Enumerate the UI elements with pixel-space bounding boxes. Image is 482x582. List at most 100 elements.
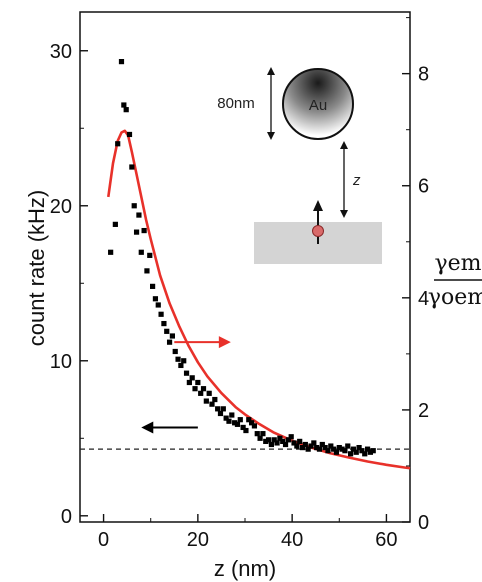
- data-point: [254, 431, 260, 437]
- data-point: [133, 229, 140, 235]
- emitter-molecule: [312, 225, 324, 237]
- data-point: [325, 448, 331, 454]
- ticks-group: 0 20 40 60 0 10 20 30 0 2 4 6 8: [50, 17, 429, 551]
- data-point: [186, 379, 192, 386]
- data-point: [282, 441, 289, 448]
- data-point: [215, 406, 221, 412]
- data-point: [265, 437, 272, 443]
- data-point: [339, 446, 345, 452]
- data-point: [308, 443, 314, 449]
- data-point: [364, 446, 371, 452]
- data-point: [178, 362, 184, 369]
- y-axis-label: count rate (kHz): [24, 190, 49, 347]
- data-point: [166, 339, 173, 345]
- data-point: [240, 424, 246, 431]
- data-point: [118, 59, 125, 65]
- data-point: [348, 451, 354, 457]
- data-point: [280, 438, 286, 444]
- data-point: [172, 348, 178, 355]
- data-point: [271, 437, 277, 443]
- y2-tick-label: 0: [418, 512, 429, 534]
- x-axis-label: z (nm): [214, 556, 276, 581]
- data-point: [268, 441, 274, 448]
- annotation-arrows: [141, 336, 231, 434]
- data-point: [333, 449, 340, 455]
- data-point: [251, 423, 258, 429]
- data-point: [291, 440, 297, 446]
- data-point: [200, 386, 207, 392]
- data-point: [192, 386, 198, 392]
- y-tick-label: 10: [50, 351, 72, 373]
- data-point: [150, 283, 156, 289]
- data-point: [112, 221, 118, 227]
- data-point: [129, 164, 135, 170]
- right-axis-label: γem γoem: [428, 251, 482, 310]
- data-point: [232, 420, 238, 426]
- gold-nanoparticle: [282, 68, 354, 140]
- data-point: [115, 141, 121, 147]
- data-point: [314, 444, 320, 451]
- data-point: [220, 406, 226, 412]
- data-point: [203, 398, 209, 404]
- dipole-arrow-icon: [313, 200, 323, 211]
- particle-label: Au: [309, 97, 327, 114]
- size-bracket-arrow-bottom: [267, 132, 275, 140]
- data-point: [234, 421, 241, 427]
- distance-arrow-top: [340, 141, 348, 149]
- data-point: [147, 252, 153, 258]
- data-point: [370, 448, 376, 454]
- arrow-right-icon: [218, 336, 231, 349]
- data-point: [206, 390, 212, 396]
- data-point: [152, 296, 159, 302]
- x-tick-label: 20: [187, 529, 209, 551]
- data-point: [367, 449, 373, 455]
- data-point: [336, 444, 342, 451]
- data-point: [246, 417, 252, 423]
- data-point: [108, 249, 114, 255]
- data-point: [195, 379, 201, 386]
- data-point: [249, 420, 255, 426]
- right-axis-label-denominator: γoem: [428, 285, 482, 310]
- data-point: [311, 440, 317, 446]
- data-point: [138, 249, 144, 255]
- data-point: [316, 446, 323, 452]
- data-point: [169, 333, 175, 339]
- data-point: [353, 449, 359, 455]
- data-point: [359, 448, 365, 454]
- data-point: [362, 451, 368, 457]
- distance-label: z: [352, 172, 361, 189]
- x-tick-label: 40: [281, 529, 303, 551]
- data-point: [294, 443, 300, 449]
- data-point: [144, 268, 150, 274]
- data-point: [285, 437, 291, 443]
- data-point: [161, 320, 167, 327]
- data-point: [229, 412, 235, 418]
- data-point: [155, 302, 161, 308]
- data-point: [183, 370, 190, 376]
- data-point: [257, 435, 263, 441]
- arrow-left-icon: [141, 421, 154, 434]
- data-point: [302, 441, 308, 448]
- data-point: [198, 390, 204, 396]
- data-point: [141, 227, 147, 234]
- y2-tick-label: 2: [418, 400, 429, 422]
- data-point: [226, 418, 232, 424]
- inset-schematic: Au 80nm z: [217, 67, 382, 264]
- data-point: [158, 311, 164, 317]
- data-point: [237, 417, 243, 423]
- right-axis-label-numerator: γem: [434, 251, 481, 276]
- data-point: [189, 375, 195, 381]
- data-point: [288, 434, 294, 440]
- data-point: [274, 440, 280, 446]
- data-point: [342, 448, 348, 454]
- data-point: [305, 446, 311, 452]
- data-point: [350, 446, 357, 452]
- data-point: [212, 396, 218, 403]
- x-tick-label: 60: [375, 529, 397, 551]
- data-point: [331, 446, 337, 452]
- distance-arrow-bottom: [340, 210, 348, 218]
- data-point: [121, 102, 127, 108]
- data-point: [299, 444, 306, 451]
- y2-tick-label: 8: [418, 64, 429, 86]
- data-point: [260, 431, 266, 437]
